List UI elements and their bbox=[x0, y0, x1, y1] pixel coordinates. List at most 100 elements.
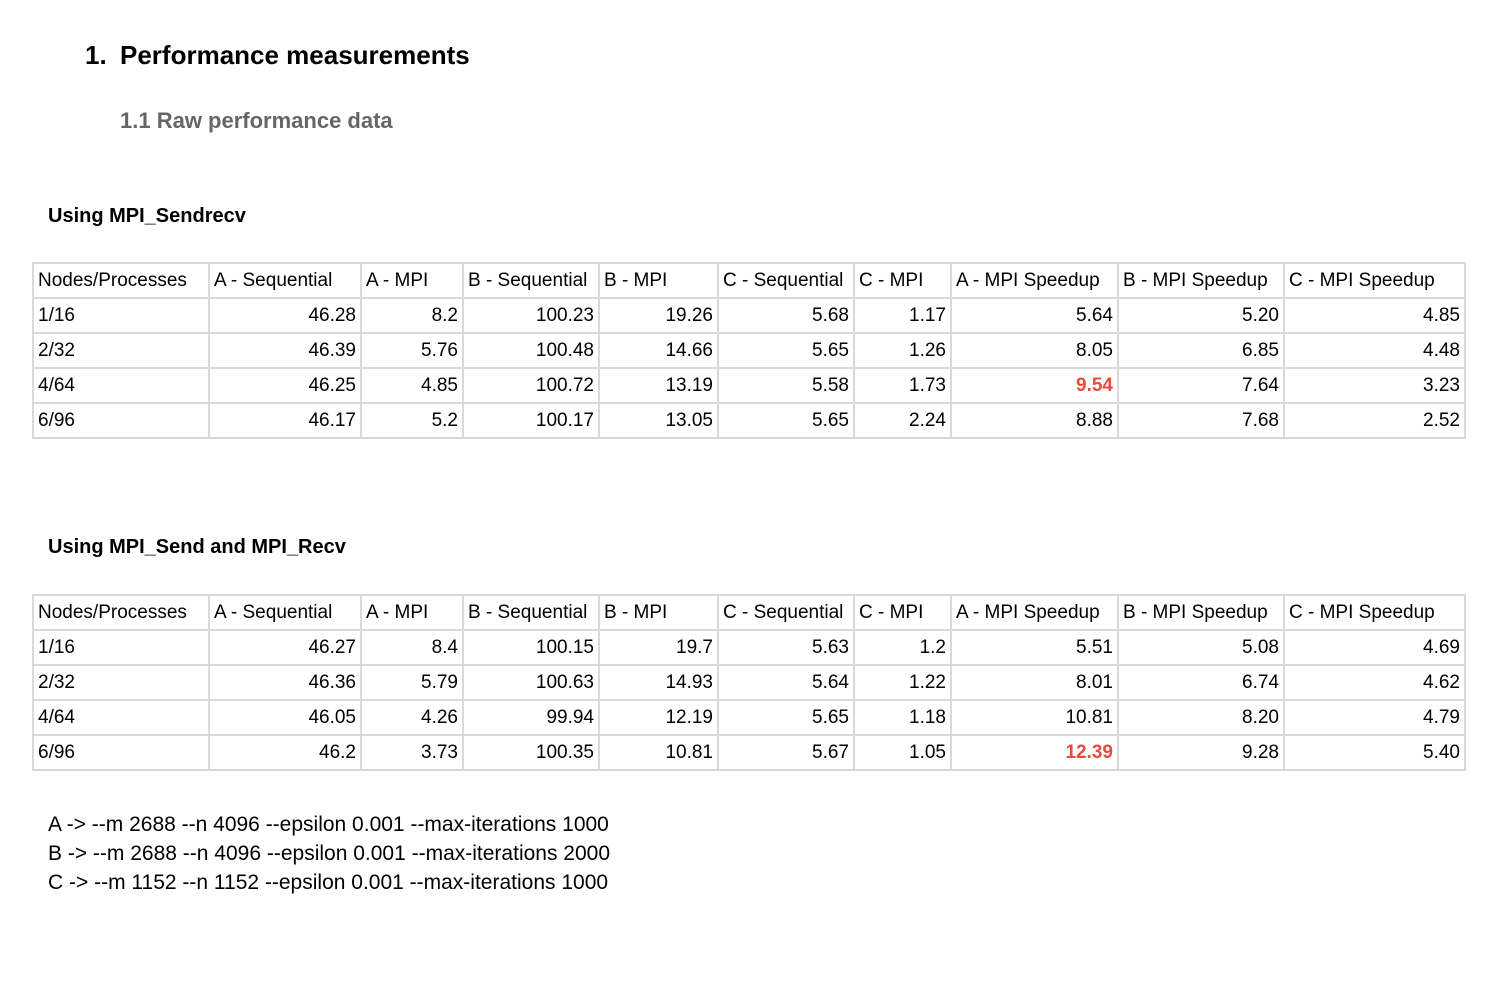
row-label-cell: 1/16 bbox=[32, 297, 210, 334]
column-header: B - MPI Speedup bbox=[1117, 262, 1285, 299]
section-number: 1. bbox=[85, 40, 107, 70]
value-cell: 46.27 bbox=[208, 629, 362, 666]
table-row: 1/16 46.28 8.2 100.23 19.26 5.68 1.17 5.64 5.20 4… bbox=[32, 297, 1466, 334]
column-header: C - MPI bbox=[853, 594, 952, 631]
column-header: C - MPI Speedup bbox=[1283, 262, 1466, 299]
value-cell: 7.64 bbox=[1117, 367, 1285, 404]
value-cell: 5.2 bbox=[360, 402, 464, 439]
value-cell: 5.64 bbox=[950, 297, 1119, 334]
column-header: A - MPI bbox=[360, 262, 464, 299]
column-header: A - Sequential bbox=[208, 594, 362, 631]
value-cell: 5.65 bbox=[717, 699, 855, 736]
column-header: A - Sequential bbox=[208, 262, 362, 299]
value-cell: 100.72 bbox=[462, 367, 600, 404]
value-cell: 46.25 bbox=[208, 367, 362, 404]
value-cell: 4.85 bbox=[360, 367, 464, 404]
value-cell: 1.17 bbox=[853, 297, 952, 334]
column-header: A - MPI Speedup bbox=[950, 594, 1119, 631]
value-cell: 1.22 bbox=[853, 664, 952, 701]
value-cell: 5.40 bbox=[1283, 734, 1466, 771]
value-cell: 46.2 bbox=[208, 734, 362, 771]
value-cell: 5.79 bbox=[360, 664, 464, 701]
value-cell: 13.19 bbox=[598, 367, 719, 404]
row-label-cell: 4/64 bbox=[32, 699, 210, 736]
send-recv-table: Nodes/Processes A - Sequential A - MPI B - … bbox=[32, 594, 1466, 771]
section-heading: 1. Performance measurements bbox=[85, 40, 470, 71]
value-cell: 5.20 bbox=[1117, 297, 1285, 334]
table-row: 1/16 46.27 8.4 100.15 19.7 5.63 1.2 5.51 5.08 4.6… bbox=[32, 629, 1466, 666]
value-cell: 100.23 bbox=[462, 297, 600, 334]
column-header: B - MPI bbox=[598, 594, 719, 631]
value-cell: 4.48 bbox=[1283, 332, 1466, 369]
column-header: A - MPI bbox=[360, 594, 464, 631]
value-cell: 5.65 bbox=[717, 332, 855, 369]
value-cell: 7.68 bbox=[1117, 402, 1285, 439]
row-label-cell: 6/96 bbox=[32, 402, 210, 439]
value-cell: 46.28 bbox=[208, 297, 362, 334]
table-caption-send-recv: Using MPI_Send and MPI_Recv bbox=[48, 536, 346, 558]
value-cell: 100.17 bbox=[462, 402, 600, 439]
row-label-cell: 4/64 bbox=[32, 367, 210, 404]
value-cell: 8.4 bbox=[360, 629, 464, 666]
value-cell: 4.62 bbox=[1283, 664, 1466, 701]
table-row: 2/32 46.39 5.76 100.48 14.66 5.65 1.26 8.05 6.85… bbox=[32, 332, 1466, 369]
column-header: B - MPI bbox=[598, 262, 719, 299]
value-cell: 19.26 bbox=[598, 297, 719, 334]
row-label-cell: 2/32 bbox=[32, 664, 210, 701]
value-cell: 5.67 bbox=[717, 734, 855, 771]
value-cell: 14.93 bbox=[598, 664, 719, 701]
value-cell: 10.81 bbox=[950, 699, 1119, 736]
table-row: 6/96 46.2 3.73 100.35 10.81 5.67 1.05 12.39 9.28… bbox=[32, 734, 1466, 771]
value-cell: 2.24 bbox=[853, 402, 952, 439]
column-header: C - MPI bbox=[853, 262, 952, 299]
value-cell: 5.51 bbox=[950, 629, 1119, 666]
column-header: A - MPI Speedup bbox=[950, 262, 1119, 299]
value-cell: 1.73 bbox=[853, 367, 952, 404]
column-header: B - Sequential bbox=[462, 262, 600, 299]
value-cell: 5.68 bbox=[717, 297, 855, 334]
column-header: C - MPI Speedup bbox=[1283, 594, 1466, 631]
value-cell: 12.39 bbox=[950, 734, 1119, 771]
parameter-notes: A -> --m 2688 --n 4096 --epsilon 0.001 -… bbox=[48, 810, 610, 897]
row-label-cell: 6/96 bbox=[32, 734, 210, 771]
section-title: Performance measurements bbox=[120, 40, 470, 70]
value-cell: 100.48 bbox=[462, 332, 600, 369]
value-cell: 8.20 bbox=[1117, 699, 1285, 736]
value-cell: 1.26 bbox=[853, 332, 952, 369]
table-header-row: Nodes/Processes A - Sequential A - MPI B - … bbox=[32, 594, 1466, 631]
value-cell: 8.05 bbox=[950, 332, 1119, 369]
value-cell: 100.35 bbox=[462, 734, 600, 771]
column-header: Nodes/Processes bbox=[32, 262, 210, 299]
value-cell: 14.66 bbox=[598, 332, 719, 369]
value-cell: 3.73 bbox=[360, 734, 464, 771]
column-header: C - Sequential bbox=[717, 594, 855, 631]
value-cell: 46.36 bbox=[208, 664, 362, 701]
value-cell: 100.63 bbox=[462, 664, 600, 701]
value-cell: 46.17 bbox=[208, 402, 362, 439]
table-caption-sendrecv: Using MPI_Sendrecv bbox=[48, 205, 246, 227]
column-header: Nodes/Processes bbox=[32, 594, 210, 631]
value-cell: 1.05 bbox=[853, 734, 952, 771]
value-cell: 5.63 bbox=[717, 629, 855, 666]
value-cell: 4.69 bbox=[1283, 629, 1466, 666]
value-cell: 4.79 bbox=[1283, 699, 1466, 736]
value-cell: 8.88 bbox=[950, 402, 1119, 439]
table-row: 4/64 46.05 4.26 99.94 12.19 5.65 1.18 10.81 8.20… bbox=[32, 699, 1466, 736]
value-cell: 5.76 bbox=[360, 332, 464, 369]
column-header: C - Sequential bbox=[717, 262, 855, 299]
value-cell: 5.65 bbox=[717, 402, 855, 439]
sendrecv-table: Nodes/Processes A - Sequential A - MPI B - … bbox=[32, 262, 1466, 439]
subsection-heading: 1.1 Raw performance data bbox=[120, 108, 393, 133]
note-line-c: C -> --m 1152 --n 1152 --epsilon 0.001 -… bbox=[48, 871, 609, 894]
value-cell: 99.94 bbox=[462, 699, 600, 736]
value-cell: 5.08 bbox=[1117, 629, 1285, 666]
value-cell: 1.2 bbox=[853, 629, 952, 666]
value-cell: 6.85 bbox=[1117, 332, 1285, 369]
value-cell: 6.74 bbox=[1117, 664, 1285, 701]
value-cell: 5.58 bbox=[717, 367, 855, 404]
value-cell: 100.15 bbox=[462, 629, 600, 666]
note-line-a: A -> --m 2688 --n 4096 --epsilon 0.001 -… bbox=[48, 813, 609, 836]
value-cell: 8.2 bbox=[360, 297, 464, 334]
note-line-b: B -> --m 2688 --n 4096 --epsilon 0.001 -… bbox=[48, 842, 611, 865]
table-row: 6/96 46.17 5.2 100.17 13.05 5.65 2.24 8.88 7.68 2… bbox=[32, 402, 1466, 439]
